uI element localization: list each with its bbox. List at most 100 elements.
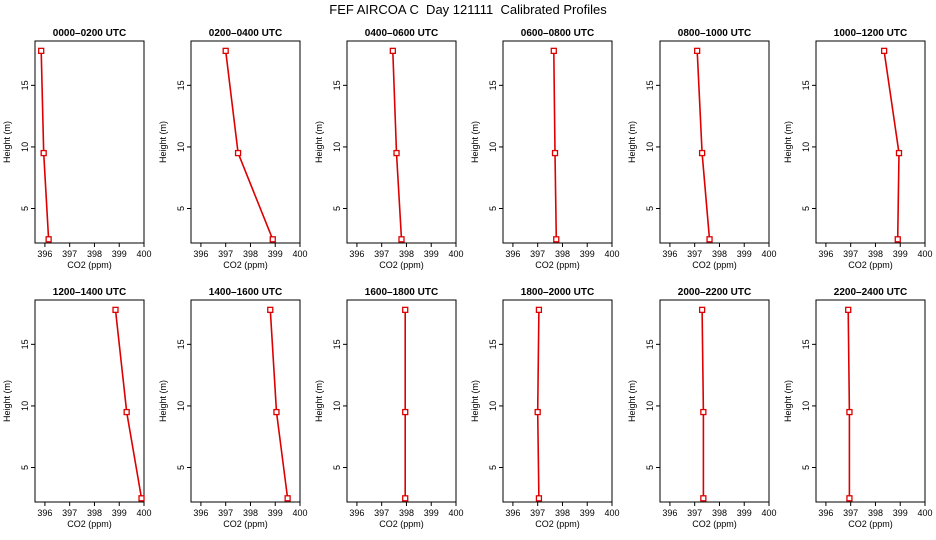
data-point xyxy=(845,306,852,314)
y-tick-label: 15 xyxy=(488,80,498,90)
x-tick-label: 399 xyxy=(424,249,439,259)
data-point xyxy=(700,495,707,502)
y-tick-label: 15 xyxy=(332,339,342,349)
x-tick-label: 398 xyxy=(243,249,258,259)
x-tick-label: 397 xyxy=(218,249,233,259)
y-tick-label: 15 xyxy=(645,339,655,349)
y-axis-label: Height (m) xyxy=(470,380,480,422)
panel-title: 0400–0600 UTC xyxy=(365,28,438,39)
panel-title: 2000–2200 UTC xyxy=(678,287,751,298)
y-tick-label: 10 xyxy=(645,401,655,411)
y-tick-label: 10 xyxy=(176,401,186,411)
y-tick-label: 5 xyxy=(176,465,186,470)
x-axis-label: CO2 (ppm) xyxy=(223,519,268,529)
x-tick-label: 399 xyxy=(112,508,127,518)
data-point xyxy=(138,495,145,502)
y-tick-label: 15 xyxy=(20,339,30,349)
x-tick-label: 400 xyxy=(761,249,776,259)
x-axis-label: CO2 (ppm) xyxy=(379,519,424,529)
data-point xyxy=(284,495,291,502)
y-tick-label: 15 xyxy=(176,339,186,349)
panel-title: 0200–0400 UTC xyxy=(209,28,282,39)
y-tick-label: 5 xyxy=(645,206,655,211)
data-point xyxy=(550,47,557,55)
x-tick-label: 399 xyxy=(893,508,908,518)
data-point xyxy=(269,236,276,243)
plot-frame xyxy=(190,299,301,503)
data-point xyxy=(535,495,543,502)
x-tick-label: 397 xyxy=(530,249,545,259)
y-tick-label: 5 xyxy=(645,465,655,470)
profile-line xyxy=(847,309,851,499)
x-tick-label: 398 xyxy=(868,508,883,518)
y-tick-label: 10 xyxy=(801,401,811,411)
x-tick-label: 400 xyxy=(448,508,463,518)
data-point xyxy=(112,306,119,314)
y-axis-label: Height (m) xyxy=(627,121,637,163)
x-tick-label: 399 xyxy=(580,249,595,259)
y-tick-label: 10 xyxy=(20,142,30,152)
x-tick-label: 400 xyxy=(136,508,151,518)
chart-title: FEF AIRCOA C Day 121111 Calibrated Profi… xyxy=(329,2,607,17)
panel-title: 1200–1400 UTC xyxy=(53,287,126,298)
profile-line xyxy=(696,50,711,240)
profile-line xyxy=(553,50,558,240)
data-point xyxy=(234,149,242,157)
x-tick-label: 397 xyxy=(374,249,389,259)
y-axis-label: Height (m) xyxy=(158,121,168,163)
data-point xyxy=(398,236,405,243)
plot-frame xyxy=(34,299,145,503)
x-tick-label: 397 xyxy=(530,508,545,518)
data-point xyxy=(389,47,396,55)
y-tick-label: 10 xyxy=(176,142,186,152)
data-point xyxy=(698,306,706,314)
data-point xyxy=(694,47,701,55)
x-tick-label: 397 xyxy=(374,508,389,518)
y-axis-label: Height (m) xyxy=(627,380,637,422)
x-tick-label: 399 xyxy=(112,249,127,259)
x-tick-label: 398 xyxy=(87,249,102,259)
x-tick-label: 400 xyxy=(136,249,151,259)
plot-frame xyxy=(346,299,457,503)
y-tick-label: 15 xyxy=(801,80,811,90)
profile-line xyxy=(269,309,289,499)
x-axis-label: CO2 (ppm) xyxy=(535,519,580,529)
x-tick-label: 396 xyxy=(37,249,52,259)
y-axis-label: Height (m) xyxy=(2,380,12,422)
y-axis-label: Height (m) xyxy=(314,380,324,422)
x-tick-label: 396 xyxy=(37,508,52,518)
y-tick-label: 5 xyxy=(20,206,30,211)
x-tick-label: 399 xyxy=(580,508,595,518)
y-axis-label: Height (m) xyxy=(470,121,480,163)
y-tick-label: 15 xyxy=(332,80,342,90)
data-point xyxy=(698,149,706,157)
x-tick-label: 396 xyxy=(349,508,364,518)
data-point xyxy=(38,47,45,55)
x-tick-label: 397 xyxy=(843,249,858,259)
x-tick-label: 400 xyxy=(448,249,463,259)
y-tick-label: 5 xyxy=(801,206,811,211)
x-tick-label: 398 xyxy=(399,508,414,518)
data-point xyxy=(553,236,560,243)
x-tick-label: 398 xyxy=(399,249,414,259)
x-tick-label: 398 xyxy=(87,508,102,518)
y-tick-label: 10 xyxy=(801,142,811,152)
x-tick-label: 396 xyxy=(193,508,208,518)
y-tick-label: 10 xyxy=(488,401,498,411)
x-tick-label: 399 xyxy=(737,249,752,259)
y-axis-label: Height (m) xyxy=(783,121,793,163)
x-axis-label: CO2 (ppm) xyxy=(692,260,737,270)
data-point xyxy=(222,47,229,55)
data-point xyxy=(534,408,541,416)
y-tick-label: 15 xyxy=(801,339,811,349)
panel-title: 1600–1800 UTC xyxy=(365,287,438,298)
data-point xyxy=(273,408,280,416)
plot-frame xyxy=(659,299,770,503)
panel-title: 0000–0200 UTC xyxy=(53,28,126,39)
panel-title: 1800–2000 UTC xyxy=(521,287,594,298)
x-tick-label: 400 xyxy=(604,508,619,518)
profile-line xyxy=(701,309,705,499)
x-axis-label: CO2 (ppm) xyxy=(848,519,893,529)
x-tick-label: 400 xyxy=(917,249,932,259)
data-point xyxy=(402,495,409,502)
